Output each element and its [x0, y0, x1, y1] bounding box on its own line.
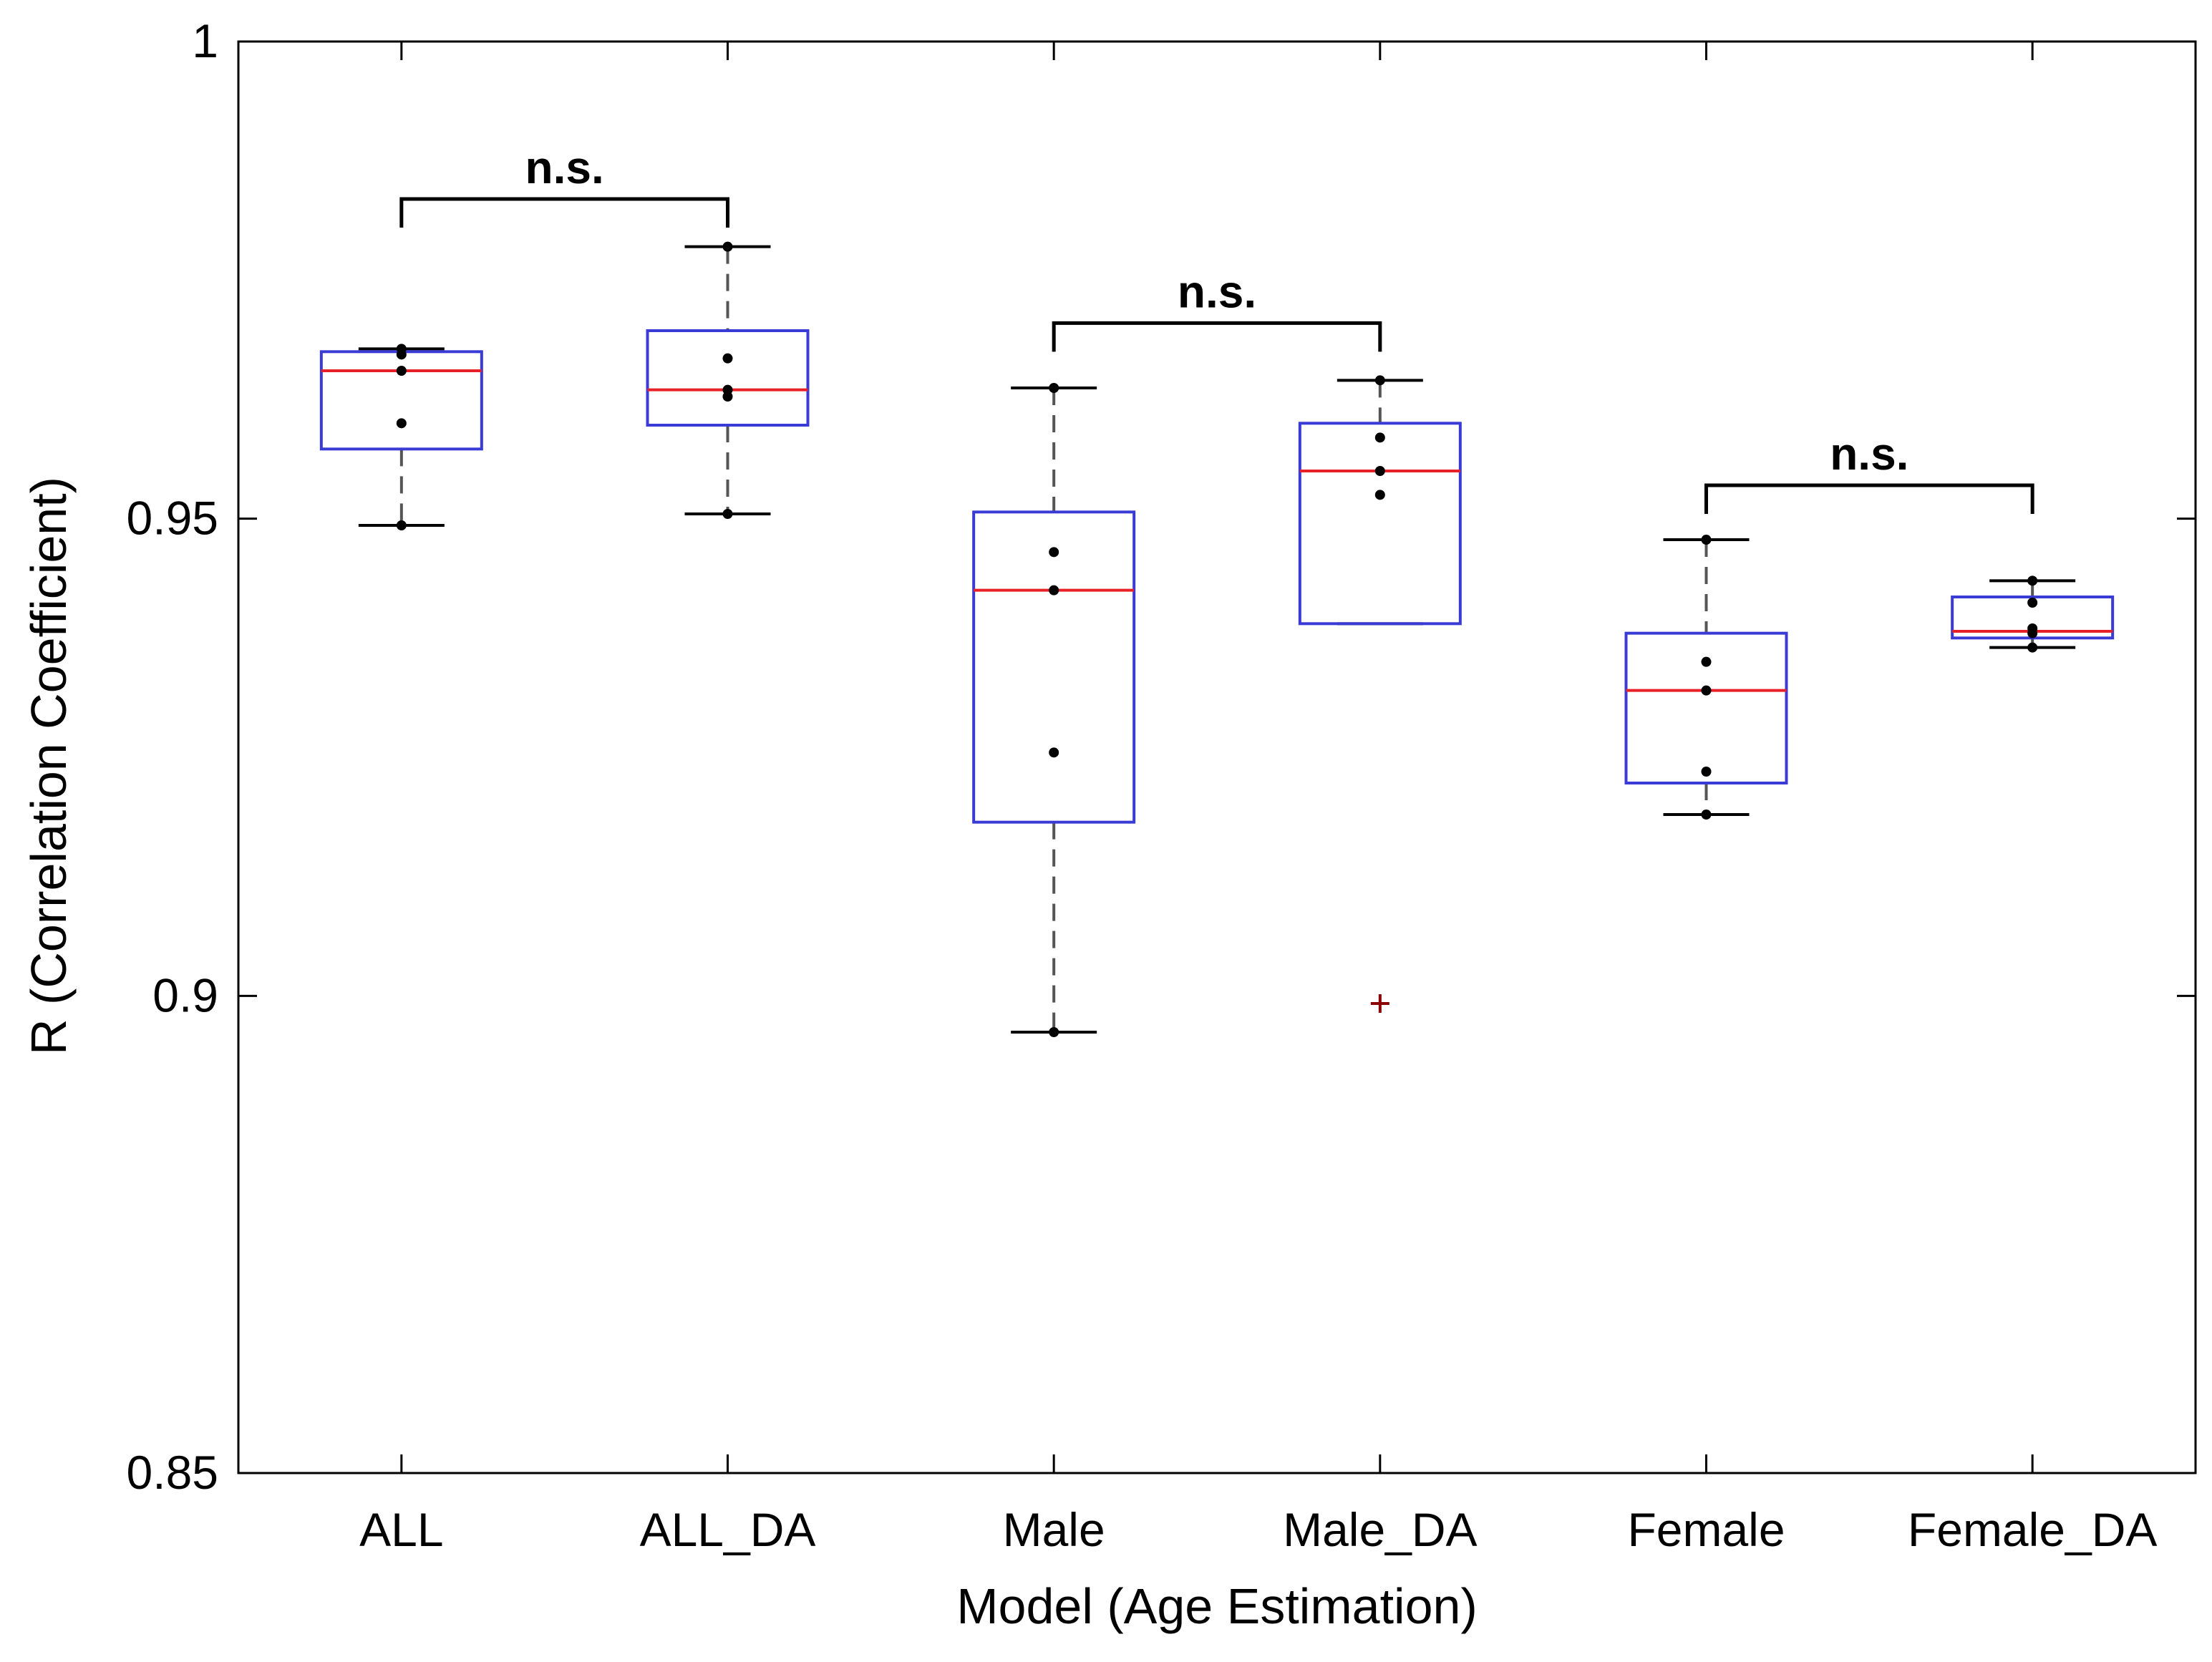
ticks-layer: 0.85 0.9 0.95 1 ALL ALL_DA Male Male_DA Female Fe…: [127, 14, 2196, 1556]
data-point: [722, 353, 733, 364]
outlier-marker: [1370, 994, 1389, 1013]
plot-area: [237, 40, 2197, 1474]
y-tick-label: 0.9: [152, 968, 218, 1021]
box-iqr: [1298, 422, 1462, 626]
data-point: [2027, 598, 2038, 608]
plot-frame: [237, 40, 2197, 1474]
y-tick-label: 1: [192, 14, 218, 67]
significance-bracket: n.s.: [1052, 266, 1382, 352]
significance-bracket: n.s.: [399, 142, 729, 228]
box-male-da: [1298, 379, 1462, 626]
significance-label: n.s.: [1830, 428, 1908, 480]
significance-layer: n.s. n.s. n.s.: [399, 142, 2034, 514]
data-point: [722, 384, 733, 395]
bracket-line: [1704, 483, 2034, 514]
x-tick-label: Male: [1003, 1503, 1105, 1556]
y-tick-label: 0.85: [127, 1446, 218, 1499]
data-point: [1049, 383, 1059, 393]
data-point: [722, 509, 733, 519]
significance-label: n.s.: [525, 142, 604, 193]
data-point: [1049, 1027, 1059, 1037]
x-tick-label: Male_DA: [1283, 1503, 1477, 1556]
boxes-layer: [319, 245, 2115, 1034]
box-iqr: [646, 329, 810, 427]
significance-bracket: n.s.: [1704, 428, 2034, 514]
points-layer: [396, 241, 2038, 1037]
data-point: [396, 520, 407, 530]
x-tick-label: ALL_DA: [640, 1503, 816, 1556]
data-point: [1374, 375, 1385, 386]
data-point: [1049, 585, 1059, 596]
bracket-line: [1052, 321, 1382, 352]
data-point: [1374, 490, 1385, 500]
box-iqr: [972, 510, 1136, 824]
y-axis-label: R (Correlation Coefficient): [21, 477, 77, 1055]
x-axis-label: Model (Age Estimation): [956, 1578, 1478, 1634]
box-all-da: [646, 245, 810, 515]
data-point: [2027, 575, 2038, 586]
data-point: [396, 344, 407, 354]
box-male: [972, 387, 1136, 1034]
bracket-line: [399, 197, 729, 228]
data-point: [1701, 810, 1712, 820]
y-tick-label: 0.95: [127, 492, 218, 545]
data-point: [396, 366, 407, 376]
data-point: [1049, 747, 1059, 758]
x-tick-label: Female_DA: [1908, 1503, 2157, 1556]
data-point: [2027, 623, 2038, 633]
x-tick-label: ALL: [359, 1503, 443, 1556]
data-point: [1049, 547, 1059, 558]
data-point: [1701, 685, 1712, 696]
data-point: [1701, 535, 1712, 545]
significance-label: n.s.: [1178, 266, 1256, 317]
box-iqr: [1624, 631, 1788, 785]
data-point: [396, 418, 407, 429]
data-point: [722, 241, 733, 252]
data-point: [1374, 466, 1385, 476]
data-point: [1701, 656, 1712, 667]
data-point: [2027, 642, 2038, 653]
data-point: [1701, 767, 1712, 777]
data-point: [1374, 432, 1385, 443]
x-tick-label: Female: [1627, 1503, 1785, 1556]
